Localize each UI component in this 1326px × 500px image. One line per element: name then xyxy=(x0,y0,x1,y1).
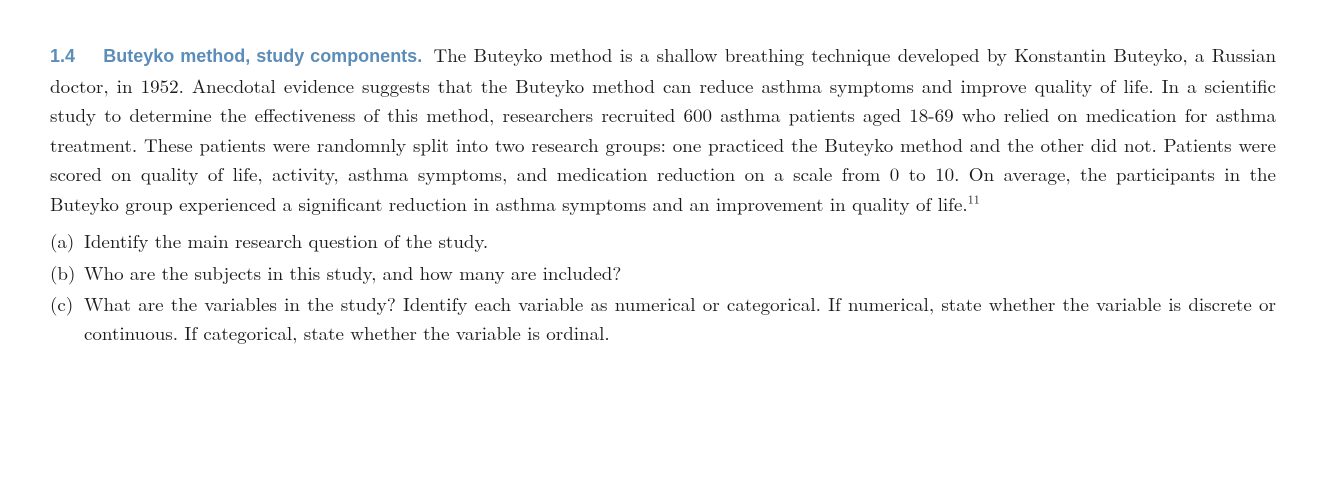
section-number: 1.4 xyxy=(50,46,75,66)
exercise-body: The Buteyko method is a shallow breathin… xyxy=(50,41,1276,217)
subparts-list: (a) Identify the main research question … xyxy=(50,226,1276,348)
section-title: Buteyko method, study components. xyxy=(103,46,422,66)
part-label: (a) xyxy=(50,226,84,255)
list-item: (c) What are the variables in the study?… xyxy=(50,289,1276,348)
list-item: (a) Identify the main research question … xyxy=(50,226,1276,255)
exercise-block: 1.4 Buteyko method, study components. Th… xyxy=(50,40,1276,218)
part-label: (b) xyxy=(50,258,84,287)
part-text: Identify the main research question of t… xyxy=(84,226,1276,255)
part-label: (c) xyxy=(50,289,84,318)
part-text: What are the variables in the study? Ide… xyxy=(84,289,1276,348)
list-item: (b) Who are the subjects in this study, … xyxy=(50,258,1276,287)
footnote-marker: 11 xyxy=(968,190,980,207)
part-text: Who are the subjects in this study, and … xyxy=(84,258,1276,287)
